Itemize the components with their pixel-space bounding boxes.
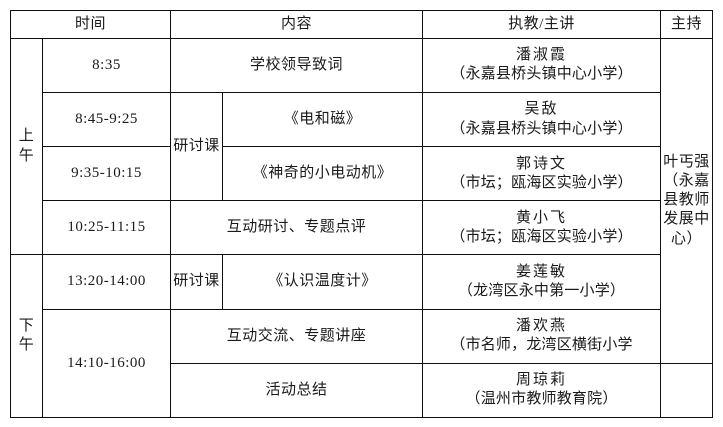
row-kind: 研讨课 [170, 91, 224, 202]
row-teacher: 黄小飞 （市坛；瓯海区实验小学） [422, 200, 662, 256]
row-time: 9:35-10:15 [41, 146, 172, 202]
row-teacher: 潘淑霞 （永嘉县桥头镇中心小学） [422, 37, 662, 93]
daypart-char: 下 [18, 318, 35, 335]
teacher-name: 黄小飞 [516, 209, 568, 226]
table-row: 14:10-16:00 互动交流、专题讲座 潘欢燕 （市名师，龙湾区横街小学 [11, 308, 713, 419]
row-time: 10:25-11:15 [41, 200, 172, 256]
row-teacher: 姜莲敏 （龙湾区永中第一小学） [422, 254, 662, 310]
row-topic: 学校领导致词 [170, 37, 424, 93]
row-time: 8:45-9:25 [41, 91, 172, 148]
teacher-name: 潘淑霞 [516, 47, 568, 64]
header-teacher: 执教/主讲 [422, 10, 662, 39]
teacher-org: （市坛；瓯海区实验小学） [450, 228, 633, 245]
teacher-org: （永嘉县桥头镇中心小学） [450, 66, 633, 83]
table-row: 9:35-10:15 《神奇的小电动机》 郭诗文 （市坛；瓯海区实验小学） [11, 146, 713, 202]
row-topic: 活动总结 [170, 362, 424, 419]
row-kind: 研讨课 [170, 254, 224, 310]
table-row: 8:45-9:25 研讨课 《电和磁》 吴敌 （永嘉县桥头镇中心小学） [11, 91, 713, 202]
teacher-org: （龙湾区永中第一小学） [457, 283, 626, 300]
row-time: 14:10-16:00 [41, 308, 172, 419]
table-row: 10:25-11:15 互动研讨、专题点评 黄小飞 （市坛；瓯海区实验小学） [11, 200, 713, 256]
teacher-name: 郭诗文 [516, 155, 568, 172]
daypart-char: 上 [18, 128, 35, 145]
row-topic: 《电和磁》 [222, 91, 424, 148]
row-topic: 互动交流、专题讲座 [170, 308, 424, 364]
table-row: 活动总结 周琼莉 （温州市教师教育院） [11, 362, 714, 419]
daypart-char: 午 [18, 147, 35, 164]
teacher-org: （永嘉县桥头镇中心小学） [450, 120, 633, 137]
host-cell-filler [660, 362, 714, 419]
table-header-row: 时间 内容 执教/主讲 主持 [9, 10, 714, 39]
row-teacher: 周琼莉 （温州市教师教育院） [422, 362, 662, 419]
daypart-morning: 上午 [10, 37, 43, 256]
teacher-org: （市坛；瓯海区实验小学） [450, 174, 633, 191]
header-host: 主持 [660, 10, 714, 39]
row-time: 13:20-14:00 [41, 254, 172, 310]
table-row: 下午 13:20-14:00 研讨课 《认识温度计》 姜莲敏 （龙湾区永中第一小… [10, 254, 713, 418]
row-topic: 《认识温度计》 [222, 254, 424, 310]
teacher-name: 周琼莉 [516, 372, 568, 389]
teacher-name: 姜莲敏 [516, 263, 568, 280]
row-time: 8:35 [41, 37, 172, 93]
host-name: 叶丐强（永嘉县教师发展中心） [663, 153, 710, 247]
header-content: 内容 [170, 10, 424, 39]
row-teacher: 吴敌 （永嘉县桥头镇中心小学） [422, 91, 662, 148]
teacher-org: （温州市教师教育院） [465, 391, 618, 408]
host-cell: 叶丐强（永嘉县教师发展中心） [660, 37, 714, 364]
teacher-name: 潘欢燕 [516, 318, 568, 335]
row-topic: 互动研讨、专题点评 [170, 200, 424, 256]
teacher-org: （市名师，龙湾区横街小学 [450, 337, 633, 354]
teacher-name: 吴敌 [524, 101, 559, 118]
header-time: 时间 [9, 10, 172, 39]
table-row: 上午 8:35 学校领导致词 潘淑霞 （永嘉县桥头镇中心小学） 叶丐强（永嘉县教… [10, 37, 714, 364]
row-teacher: 潘欢燕 （市名师，龙湾区横街小学 [422, 308, 662, 364]
daypart-char: 午 [18, 337, 35, 354]
row-teacher: 郭诗文 （市坛；瓯海区实验小学） [422, 146, 662, 202]
daypart-afternoon: 下午 [10, 254, 43, 418]
schedule-table: 时间 内容 执教/主讲 主持 上午 8:35 学校领导致词 潘淑霞 （永嘉县桥头… [9, 10, 714, 419]
row-topic: 《神奇的小电动机》 [222, 146, 424, 202]
